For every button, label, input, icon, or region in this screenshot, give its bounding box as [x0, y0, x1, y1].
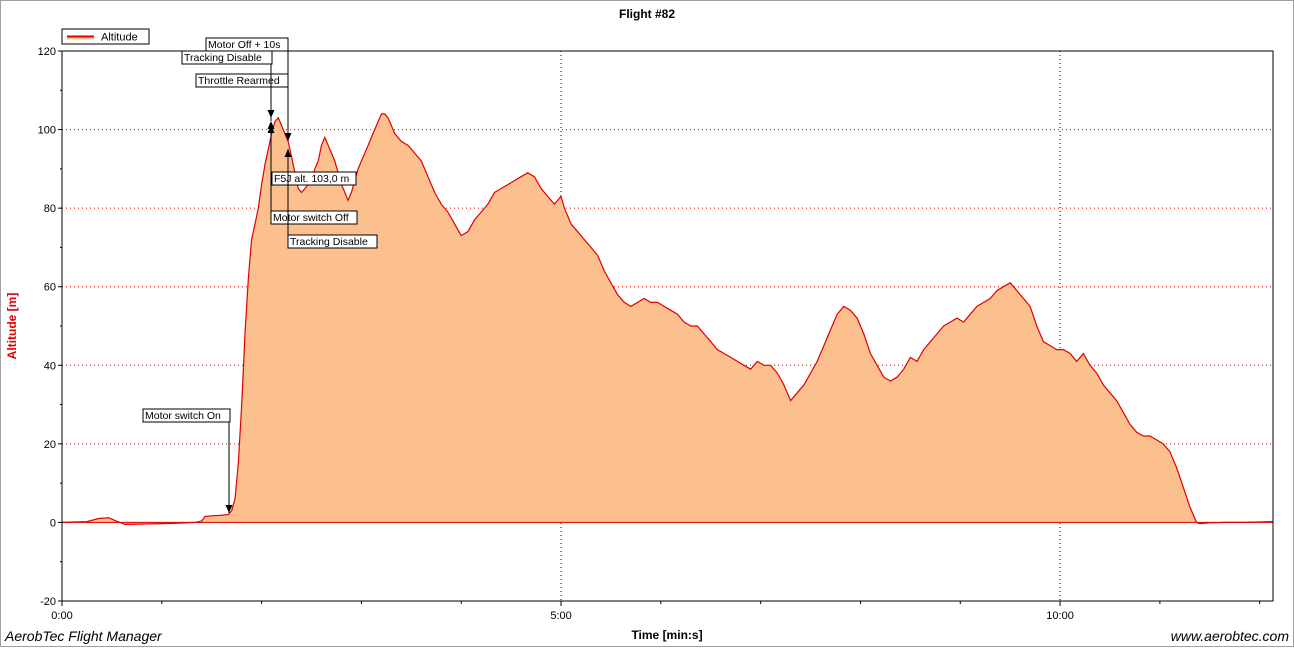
annotation-marker: Motor switch On — [142, 408, 233, 513]
legend-label: Altitude — [101, 32, 138, 44]
annotation-label: Motor switch Off — [273, 212, 349, 224]
annotation-label: F5J alt. 103,0 m — [274, 173, 350, 185]
annotation-marker: Motor switch Off — [267, 125, 358, 225]
legend-box — [61, 28, 150, 45]
annotation-label: Motor Off + 10s — [208, 39, 280, 51]
y-tick-label: 120 — [38, 46, 56, 58]
y-tick-label: 60 — [44, 282, 56, 294]
y-tick-label: -20 — [40, 596, 56, 608]
annotation-marker: Tracking Disable — [181, 50, 275, 129]
axes — [58, 50, 1274, 606]
tick-labels: -20 0 20 40 60 80 100 120 0:00 5:00 10:00 — [38, 46, 1074, 622]
annotation-label: Tracking Disable — [184, 52, 262, 64]
annotation-box — [270, 210, 358, 225]
y-tick-label: 100 — [38, 125, 56, 137]
footer-website: www.aerobtec.com — [1170, 628, 1289, 644]
y-tick-label: 80 — [44, 203, 56, 215]
y-tick-label: 40 — [44, 360, 56, 372]
legend: Altitude — [61, 28, 150, 45]
annotation-marker: F5J alt. 103,0 m — [271, 171, 357, 186]
y-axis-label: Altitude [m] — [5, 293, 19, 360]
annotation-box — [205, 37, 289, 52]
annotation-marker: Motor Off + 10s — [205, 37, 292, 141]
altitude-area — [61, 113, 1274, 526]
x-tick-label: 10:00 — [1046, 610, 1074, 622]
annotation-label: Motor switch On — [145, 410, 221, 422]
x-axis-label: Time [min:s] — [631, 628, 702, 642]
x-tick-label: 5:00 — [550, 610, 571, 622]
annotation-arrow — [284, 133, 292, 141]
annotation-box — [142, 408, 231, 423]
y-tick-label: 0 — [50, 517, 56, 529]
annotation-box — [287, 234, 378, 249]
y-tick-label: 20 — [44, 439, 56, 451]
annotation-box — [271, 171, 357, 186]
annotations: Motor switch On Throttle Rearmed Tracking … — [142, 37, 378, 513]
chart-title: Flight #82 — [619, 7, 675, 21]
annotation-arrow — [267, 125, 275, 133]
annotation-arrow — [225, 505, 233, 513]
footer-app-name: AerobTec Flight Manager — [5, 628, 162, 644]
annotation-marker: Tracking Disable — [284, 149, 378, 249]
x-tick-label: 0:00 — [51, 610, 72, 622]
annotation-label: Tracking Disable — [290, 236, 368, 248]
annotation-label: Throttle Rearmed — [198, 75, 280, 87]
annotation-arrow — [284, 149, 292, 157]
altitude-line — [61, 113, 1274, 526]
altitude-area-fill — [62, 113, 1273, 525]
